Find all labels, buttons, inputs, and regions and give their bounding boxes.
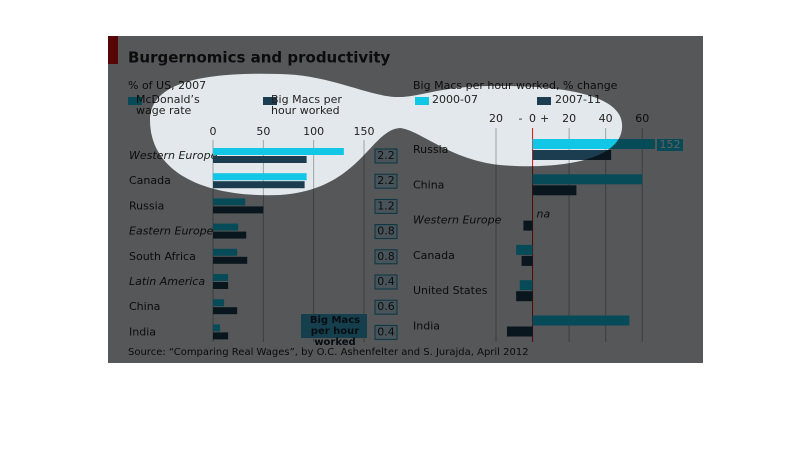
- category-label: Russia: [413, 143, 448, 156]
- bar: [213, 282, 229, 289]
- bar: [516, 244, 533, 255]
- side-value: 0.6: [377, 300, 395, 313]
- legend-label: Big Macs per hour worked: [271, 93, 342, 117]
- right-title: Big Macs per hour worked, % change: [413, 79, 618, 92]
- category-label: Russia: [129, 199, 164, 212]
- bar: [213, 324, 221, 332]
- bar: [521, 255, 533, 266]
- legend-label: 2007-11: [555, 93, 601, 106]
- bar: [213, 256, 248, 264]
- x-tick-label: 60: [635, 112, 649, 125]
- legend-label: McDonald’s wage rate: [136, 93, 200, 117]
- side-value: 0.4: [377, 275, 395, 288]
- side-value: 0.4: [377, 325, 395, 338]
- title: Burgernomics and productivity: [128, 49, 391, 67]
- category-label: South Africa: [129, 250, 196, 263]
- category-label: Western Europe: [413, 214, 502, 227]
- category-label: China: [129, 300, 160, 313]
- bar: [213, 307, 238, 315]
- category-label: India: [413, 320, 440, 333]
- category-label: Canada: [129, 174, 171, 187]
- bar: [213, 223, 239, 231]
- x-tick-label: 50: [256, 125, 270, 138]
- category-label: Canada: [413, 249, 455, 262]
- value-label: 152: [660, 138, 681, 151]
- x-tick-label: 100: [303, 125, 324, 138]
- side-value: 2.2: [377, 174, 395, 187]
- red-tab: [108, 36, 118, 64]
- bar: [213, 173, 307, 181]
- x-tick-label: 20: [562, 112, 576, 125]
- category-label: Eastern Europe: [129, 225, 214, 238]
- category-label: United States: [413, 284, 488, 297]
- bar: [213, 198, 246, 206]
- side-value: 0.8: [377, 250, 395, 263]
- category-label: Latin America: [129, 275, 205, 288]
- value-label: na: [537, 208, 551, 221]
- subtitle: % of US, 2007: [128, 79, 206, 92]
- annotation: Big Macs per hour worked: [309, 315, 361, 348]
- side-value: 0.8: [377, 225, 395, 238]
- bar: [523, 220, 533, 231]
- bar: [213, 332, 229, 340]
- sign-label: +: [540, 112, 549, 125]
- bar: [532, 150, 612, 160]
- x-tick-label: 20: [489, 112, 503, 125]
- sign-label: -: [519, 112, 523, 125]
- x-tick-label: 150: [354, 125, 375, 138]
- bar: [506, 326, 533, 337]
- bar: [213, 274, 229, 281]
- bar: [213, 206, 264, 214]
- side-value: 1.2: [377, 199, 395, 212]
- bar: [213, 231, 247, 239]
- bar: [213, 248, 238, 256]
- category-label: India: [129, 325, 156, 338]
- category-label: China: [413, 178, 444, 191]
- bar: [213, 148, 344, 155]
- category-label: Western Europe: [129, 149, 218, 162]
- x-tick-label: 0: [210, 125, 217, 138]
- legend-label: 2000-07: [432, 93, 478, 106]
- bar: [519, 280, 533, 291]
- source: Source: “Comparing Real Wages”, by O.C. …: [128, 347, 529, 358]
- x-tick-label: 0: [529, 112, 536, 125]
- bar: [532, 174, 643, 185]
- bar: [532, 185, 577, 196]
- bar: [213, 156, 307, 163]
- bar: [213, 181, 305, 189]
- bar: [532, 315, 630, 326]
- bar: [213, 299, 225, 307]
- side-value: 2.2: [377, 149, 395, 162]
- legend-swatch: [537, 97, 551, 105]
- legend-swatch: [415, 97, 429, 105]
- bar: [516, 291, 533, 302]
- x-tick-label: 40: [599, 112, 613, 125]
